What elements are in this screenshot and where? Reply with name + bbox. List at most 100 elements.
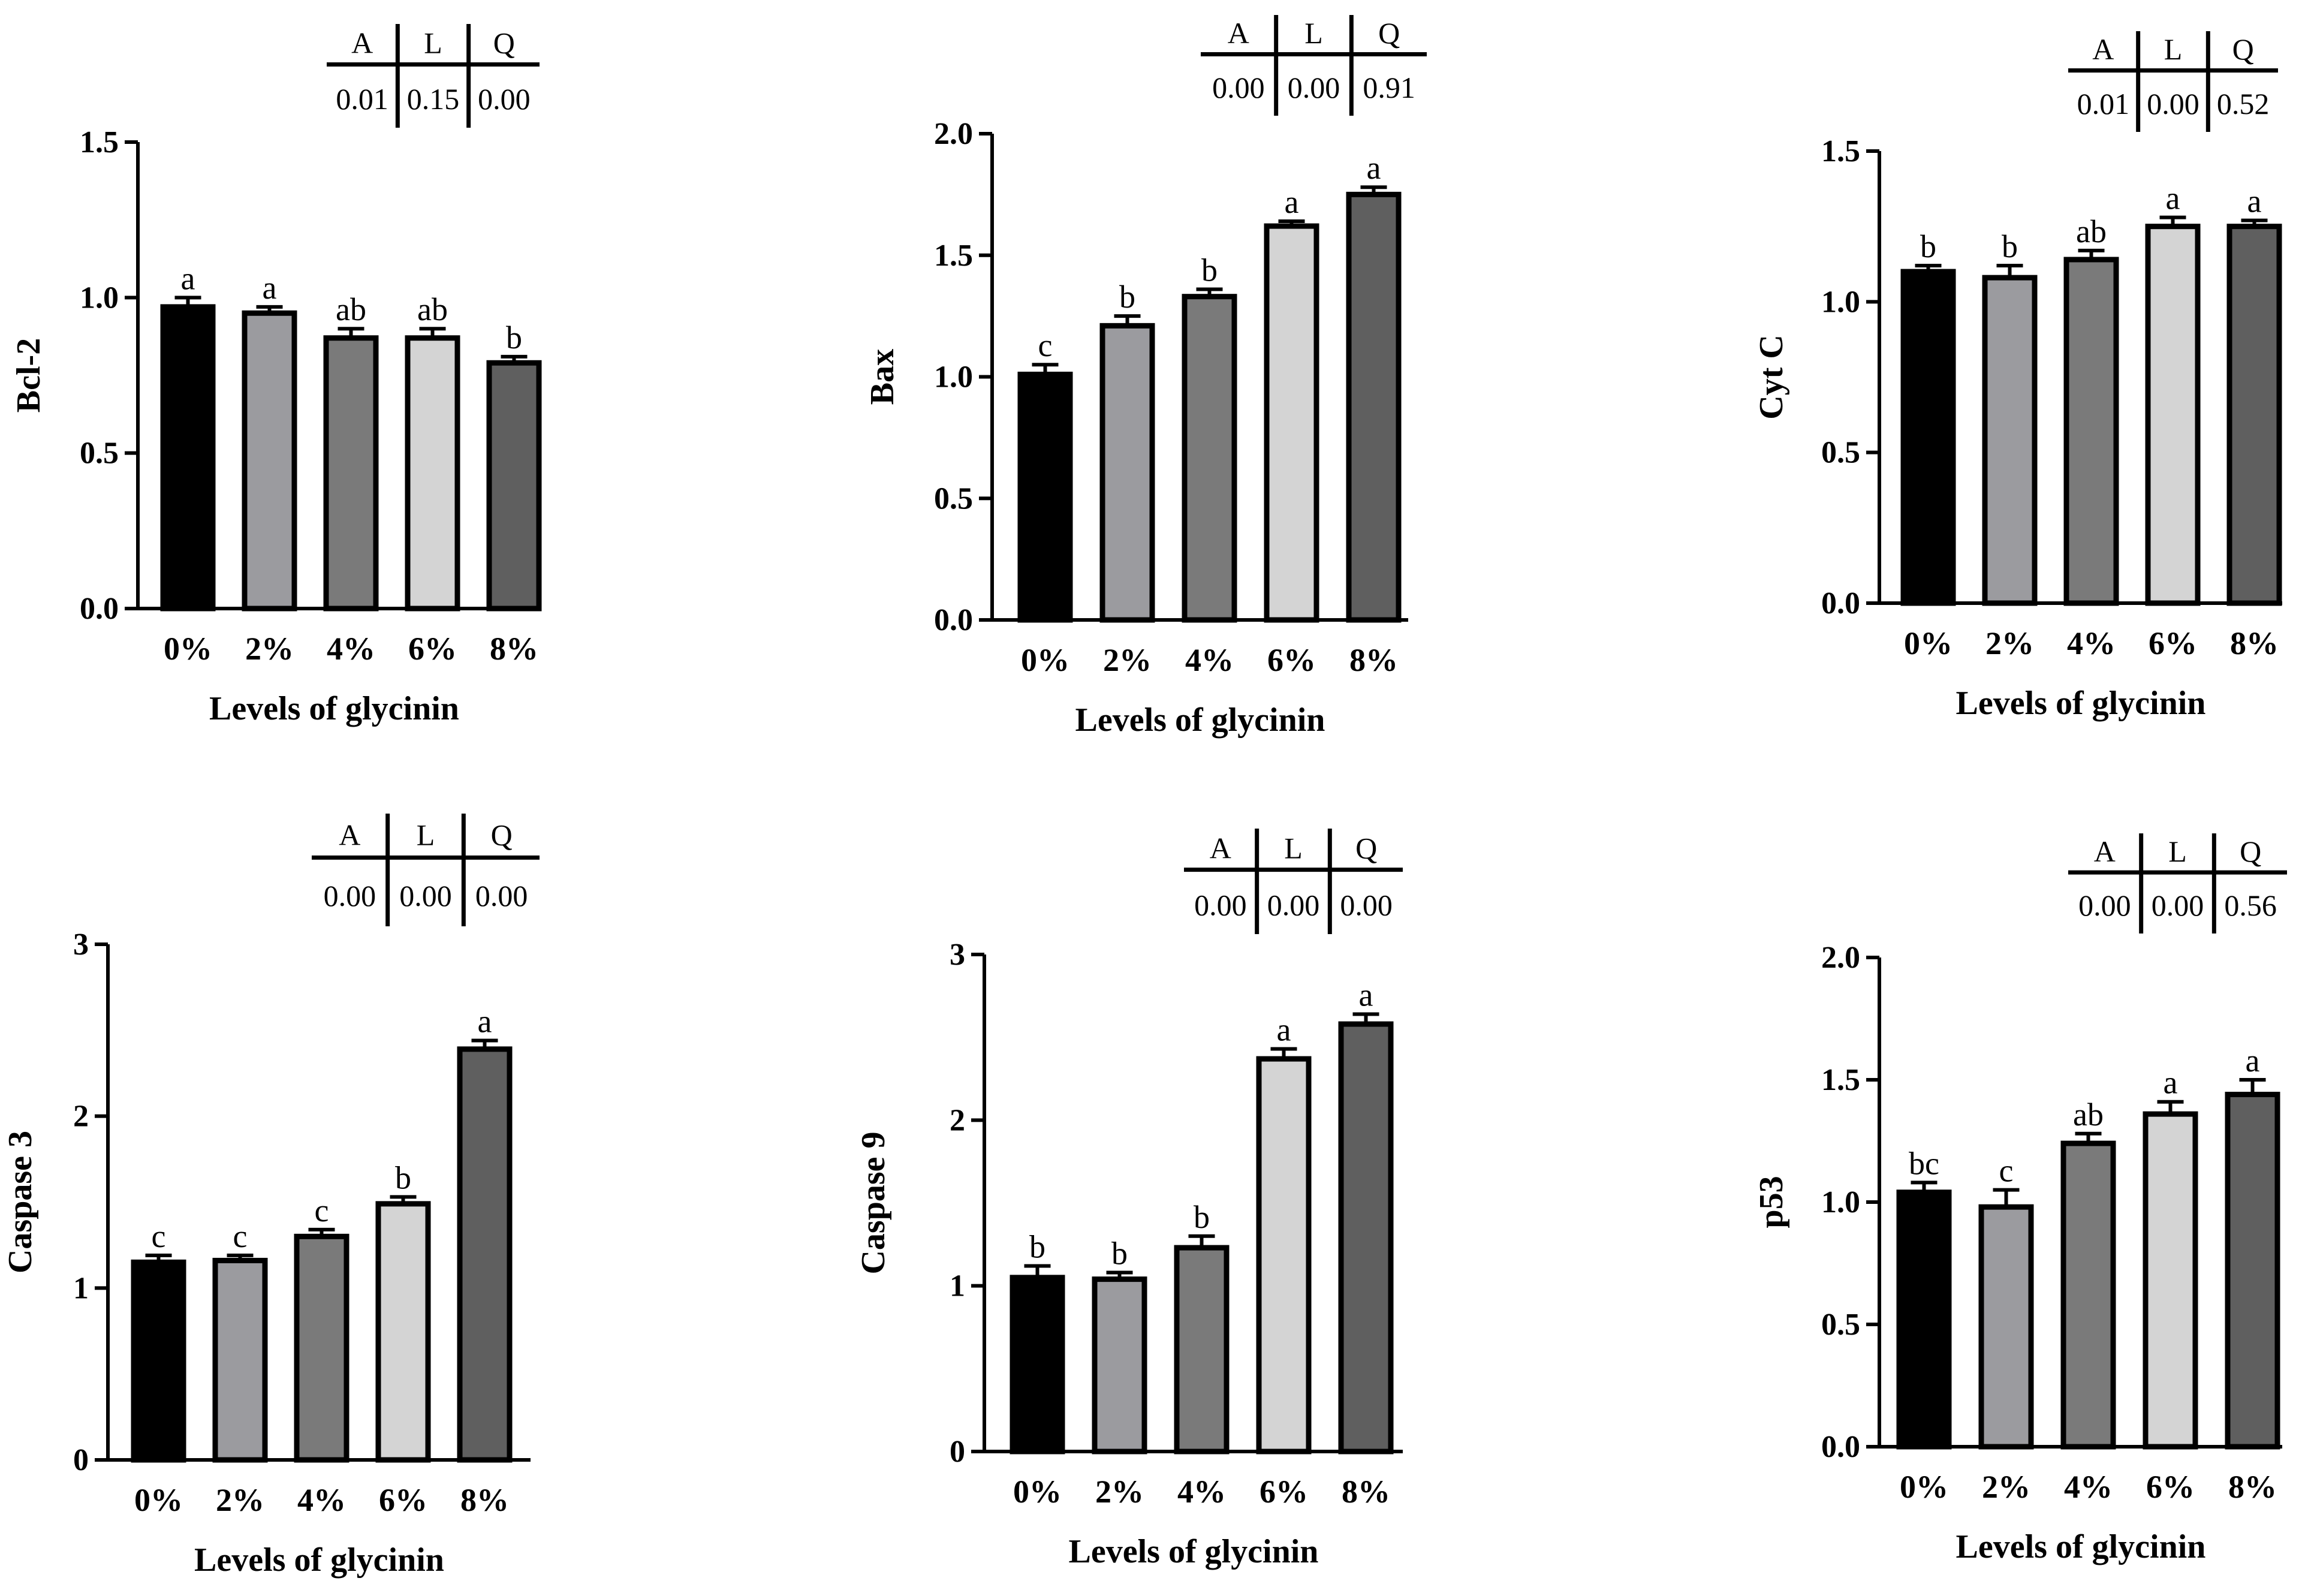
stats-value-A: 0.00 (324, 879, 376, 913)
y-tick-label: 1.5 (80, 125, 119, 159)
y-axis-label: p53 (1753, 1176, 1790, 1228)
bar-4pct (1182, 294, 1237, 623)
bar-8pct (1338, 1021, 1394, 1455)
y-tick-label: 1.5 (1821, 1063, 1860, 1097)
x-category-label: 6% (1267, 642, 1316, 678)
stats-value-Q: 0.00 (1340, 888, 1393, 922)
stats-value-Q: 0.00 (478, 82, 531, 116)
y-tick-label: 1.5 (1821, 134, 1860, 168)
y-tick-label: 0 (73, 1443, 89, 1477)
significance-letter: c (1038, 327, 1053, 363)
stats-value-L: 0.00 (2147, 87, 2199, 121)
bar-2pct (242, 310, 297, 612)
significance-letter: a (2247, 183, 2262, 219)
bar-4pct (323, 335, 379, 612)
x-axis-label: Levels of glycinin (1069, 1533, 1319, 1570)
significance-letter: b (395, 1160, 411, 1196)
stats-header-L: L (1284, 831, 1303, 865)
stats-header-A: A (351, 26, 373, 59)
stats-value-L: 0.00 (1267, 888, 1320, 922)
chart-panel-2: 0.0 0.5 1.0 1.5 2.0 Bax c 0% b 2% b 4% a 6% a 8% Levels … (864, 15, 1427, 739)
significance-letter: a (478, 1004, 492, 1040)
x-category-label: 0% (1904, 625, 1953, 661)
x-axis-label: Levels of glycinin (209, 690, 459, 727)
chart-panel-3: 0.0 0.5 1.0 1.5 Cyt C b 0% b 2% ab 4% a 6% a 8% Levels … (1753, 31, 2282, 722)
bar-0pct (1010, 1275, 1065, 1455)
y-tick-label: 3 (950, 938, 965, 972)
significance-letter: b (1920, 228, 1936, 264)
significance-letter: c (152, 1218, 166, 1254)
stats-header-A: A (2094, 835, 2116, 868)
significance-letter: a (263, 270, 277, 306)
significance-letter: b (1194, 1199, 1210, 1235)
bar-2pct (1099, 323, 1155, 623)
y-tick-label: 3 (73, 928, 89, 962)
significance-letter: a (181, 260, 195, 296)
x-category-label: 8% (2230, 625, 2279, 661)
stats-header-L: L (424, 26, 442, 59)
bar-4pct (2060, 1140, 2116, 1450)
x-axis-label: Levels of glycinin (1075, 701, 1325, 739)
stats-value-A: 0.01 (336, 82, 388, 116)
significance-letter: a (1367, 150, 1381, 186)
y-tick-label: 1.5 (934, 239, 973, 273)
significance-letter: bc (1909, 1145, 1939, 1181)
stats-header-Q: Q (491, 818, 513, 852)
y-tick-label: 1.0 (1821, 285, 1860, 319)
y-tick-label: 0.0 (1821, 586, 1860, 621)
x-category-label: 6% (2149, 625, 2197, 661)
x-category-label: 2% (1985, 625, 2034, 661)
bar-2pct (1092, 1276, 1147, 1455)
y-tick-label: 2.0 (1821, 941, 1860, 975)
y-axis-label: Bcl-2 (10, 338, 47, 412)
y-axis-label: Caspase 3 (2, 1131, 39, 1273)
bar-8pct (457, 1046, 513, 1463)
bar-8pct (1346, 191, 1402, 623)
significance-letter: b (1201, 252, 1218, 288)
chart-panel-6: 0.0 0.5 1.0 1.5 2.0 p53 bc 0% c 2% ab 4% a 6% a 8% Level… (1753, 833, 2287, 1565)
x-category-label: 4% (2064, 1469, 2113, 1505)
bar-0pct (131, 1259, 186, 1463)
y-tick-label: 1.0 (1821, 1185, 1860, 1219)
stats-value-Q: 0.56 (2224, 889, 2277, 922)
stats-value-Q: 0.52 (2217, 87, 2270, 121)
significance-letter: b (1029, 1229, 1045, 1265)
stats-header-Q: Q (493, 26, 515, 59)
significance-letter: a (2164, 1065, 2178, 1101)
significance-letter: c (1999, 1153, 2014, 1189)
significance-letter: ab (2073, 1097, 2104, 1133)
bar-0pct (1896, 1190, 1952, 1450)
bar-8pct (486, 360, 542, 612)
stats-header-Q: Q (1378, 16, 1400, 50)
stats-value-L: 0.00 (399, 879, 452, 913)
y-tick-label: 0.0 (934, 603, 973, 637)
bar-6pct (375, 1201, 431, 1463)
x-category-label: 4% (327, 631, 375, 667)
bar-6pct (2145, 224, 2201, 606)
x-category-label: 4% (297, 1482, 346, 1518)
bar-0pct (1017, 371, 1073, 623)
x-category-label: 8% (2228, 1469, 2277, 1505)
bar-2pct (1978, 1204, 2034, 1450)
y-tick-label: 0.0 (80, 592, 119, 626)
significance-letter: b (2002, 228, 2018, 264)
y-tick-label: 1.0 (80, 281, 119, 315)
stats-value-L: 0.00 (1288, 71, 1340, 104)
x-category-label: 6% (379, 1482, 427, 1518)
stats-header-Q: Q (2240, 835, 2261, 868)
significance-letter: ab (417, 291, 448, 327)
bar-4pct (1174, 1245, 1230, 1455)
y-tick-label: 1.0 (934, 360, 973, 395)
stats-header-L: L (2168, 835, 2187, 868)
stats-header-Q: Q (1355, 831, 1377, 865)
stats-header-A: A (1228, 16, 1249, 50)
significance-letter: b (1111, 1236, 1128, 1272)
x-axis-label: Levels of glycinin (1956, 685, 2206, 722)
y-tick-label: 2 (73, 1100, 89, 1134)
x-category-label: 0% (1021, 642, 1069, 678)
significance-letter: c (315, 1193, 329, 1228)
x-axis-label: Levels of glycinin (194, 1541, 444, 1579)
x-category-label: 6% (2146, 1469, 2195, 1505)
chart-panel-4: 0 1 2 3 Caspase 3 c 0% c 2% c 4% b 6% a 8% Levels of gl… (2, 814, 540, 1579)
x-axis-label: Levels of glycinin (1956, 1528, 2206, 1565)
